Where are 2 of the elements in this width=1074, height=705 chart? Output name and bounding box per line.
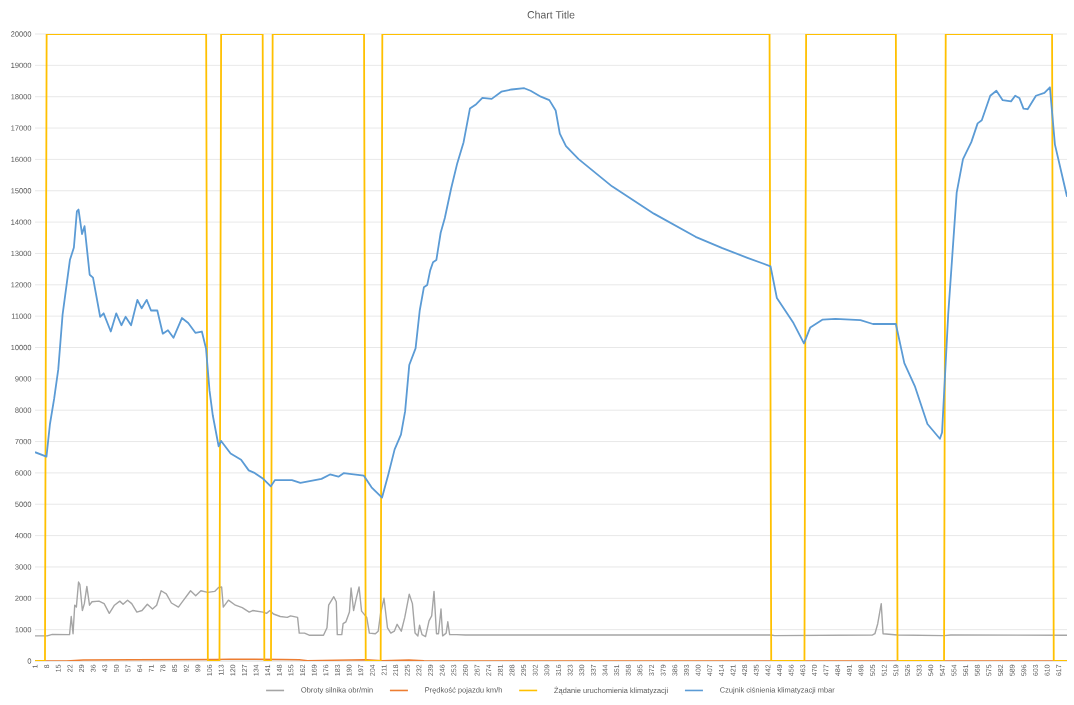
chart-title: Chart Title [527,10,575,19]
line-series [35,581,1068,638]
